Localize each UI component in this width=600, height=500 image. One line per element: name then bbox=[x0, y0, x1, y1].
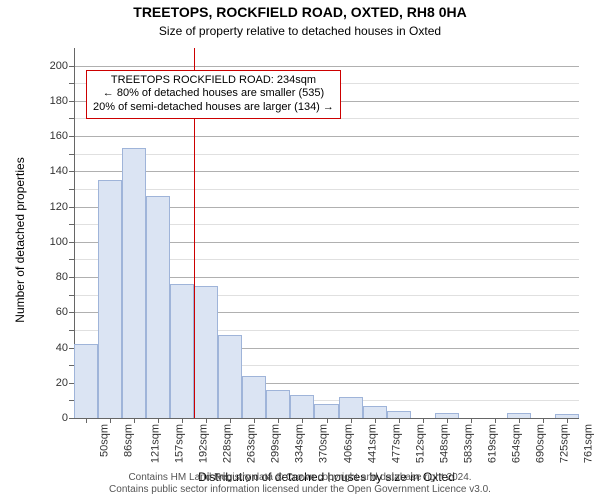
xtick-label: 583sqm bbox=[462, 424, 474, 463]
histogram-bar bbox=[387, 411, 411, 418]
gridline bbox=[74, 136, 579, 137]
xtick-mark bbox=[158, 418, 159, 423]
xtick-label: 228sqm bbox=[222, 424, 234, 463]
xtick-label: 725sqm bbox=[558, 424, 570, 463]
xtick-label: 654sqm bbox=[510, 424, 522, 463]
xtick-mark bbox=[423, 418, 424, 423]
gridline bbox=[74, 171, 579, 172]
annotation-line: ← 80% of detached houses are smaller (53… bbox=[93, 87, 334, 101]
chart-subtitle: Size of property relative to detached ho… bbox=[0, 24, 600, 38]
xtick-label: 512sqm bbox=[414, 424, 426, 463]
xtick-mark bbox=[302, 418, 303, 423]
chart-title: TREETOPS, ROCKFIELD ROAD, OXTED, RH8 0HA bbox=[0, 4, 600, 20]
y-axis-label: Number of detached properties bbox=[13, 157, 27, 322]
annotation-box: TREETOPS ROCKFIELD ROAD: 234sqm← 80% of … bbox=[86, 70, 341, 119]
xtick-label: 406sqm bbox=[342, 424, 354, 463]
xtick-mark bbox=[447, 418, 448, 423]
xtick-mark bbox=[86, 418, 87, 423]
xtick-mark bbox=[351, 418, 352, 423]
xtick-mark bbox=[182, 418, 183, 423]
ytick-label: 200 bbox=[50, 60, 68, 72]
ytick-label: 0 bbox=[62, 412, 68, 424]
annotation-line: TREETOPS ROCKFIELD ROAD: 234sqm bbox=[93, 74, 334, 88]
xtick-mark bbox=[134, 418, 135, 423]
xtick-label: 334sqm bbox=[294, 424, 306, 463]
xtick-mark bbox=[327, 418, 328, 423]
xtick-label: 619sqm bbox=[486, 424, 498, 463]
histogram-bar bbox=[194, 286, 218, 418]
ytick-label: 20 bbox=[56, 377, 68, 389]
gridline bbox=[74, 66, 579, 67]
xtick-label: 477sqm bbox=[390, 424, 402, 463]
ytick-label: 140 bbox=[50, 165, 68, 177]
xtick-label: 50sqm bbox=[99, 424, 111, 457]
xtick-mark bbox=[278, 418, 279, 423]
histogram-bar bbox=[218, 335, 242, 418]
xtick-label: 548sqm bbox=[438, 424, 450, 463]
histogram-bar bbox=[363, 406, 387, 418]
histogram-bar bbox=[242, 376, 266, 418]
gridline bbox=[74, 189, 579, 190]
ytick-label: 60 bbox=[56, 306, 68, 318]
xtick-label: 157sqm bbox=[174, 424, 186, 463]
xtick-mark bbox=[230, 418, 231, 423]
xtick-mark bbox=[399, 418, 400, 423]
xtick-label: 370sqm bbox=[318, 424, 330, 463]
histogram-bar bbox=[74, 344, 98, 418]
ytick-label: 40 bbox=[56, 342, 68, 354]
xtick-mark bbox=[567, 418, 568, 423]
xtick-mark bbox=[206, 418, 207, 423]
footer-line-2: Contains public sector information licen… bbox=[0, 484, 600, 496]
histogram-bar bbox=[122, 148, 146, 418]
histogram-bar bbox=[314, 404, 338, 418]
histogram-bar bbox=[170, 284, 194, 418]
histogram-bar bbox=[98, 180, 122, 418]
xtick-label: 86sqm bbox=[123, 424, 135, 457]
xtick-label: 761sqm bbox=[583, 424, 595, 463]
ytick-label: 180 bbox=[50, 95, 68, 107]
histogram-bar bbox=[146, 196, 170, 418]
xtick-label: 192sqm bbox=[198, 424, 210, 463]
xtick-label: 441sqm bbox=[366, 424, 378, 463]
xtick-mark bbox=[254, 418, 255, 423]
xtick-mark bbox=[471, 418, 472, 423]
ytick-label: 160 bbox=[50, 130, 68, 142]
xtick-label: 263sqm bbox=[246, 424, 258, 463]
footer-line-1: Contains HM Land Registry data © Crown c… bbox=[0, 472, 600, 484]
xtick-label: 299sqm bbox=[270, 424, 282, 463]
xtick-mark bbox=[543, 418, 544, 423]
ytick-label: 120 bbox=[50, 201, 68, 213]
chart-container: TREETOPS, ROCKFIELD ROAD, OXTED, RH8 0HA… bbox=[0, 0, 600, 500]
xtick-label: 690sqm bbox=[534, 424, 546, 463]
xtick-mark bbox=[375, 418, 376, 423]
ytick-label: 100 bbox=[50, 236, 68, 248]
xtick-mark bbox=[495, 418, 496, 423]
xtick-mark bbox=[519, 418, 520, 423]
xtick-mark bbox=[110, 418, 111, 423]
xtick-label: 121sqm bbox=[150, 424, 162, 463]
histogram-bar bbox=[339, 397, 363, 418]
plot-area: 02040608010012014016018020050sqm86sqm121… bbox=[74, 48, 579, 418]
annotation-line: 20% of semi-detached houses are larger (… bbox=[93, 101, 334, 115]
footer-attribution: Contains HM Land Registry data © Crown c… bbox=[0, 472, 600, 496]
histogram-bar bbox=[290, 395, 314, 418]
ytick-label: 80 bbox=[56, 271, 68, 283]
histogram-bar bbox=[266, 390, 290, 418]
gridline bbox=[74, 154, 579, 155]
